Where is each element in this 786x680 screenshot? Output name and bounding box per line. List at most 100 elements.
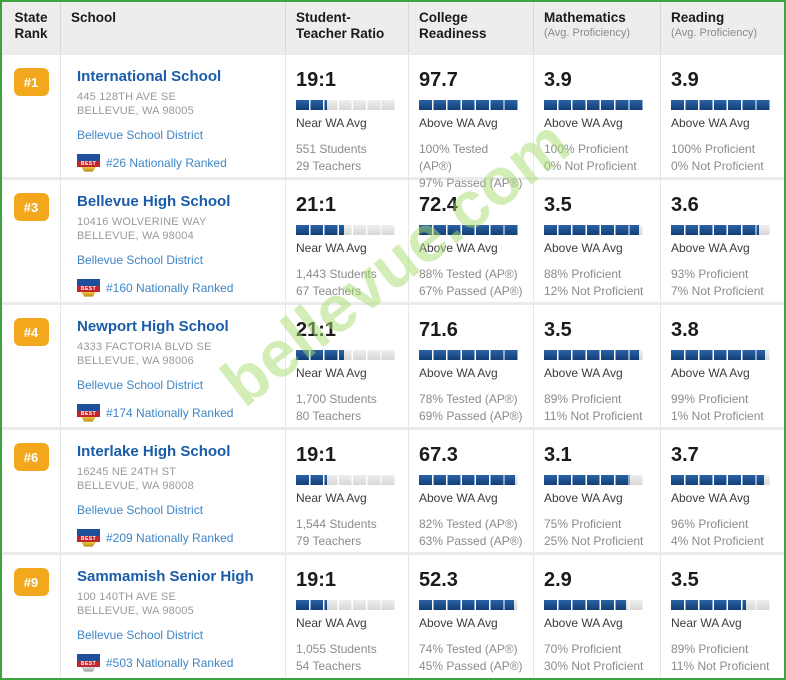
college-readiness-bar-segments xyxy=(419,100,519,110)
best-badge-top xyxy=(77,653,100,661)
student-teacher-ratio-cell: 19:1 Near WA Avg 1,544 Students 79 Teach… xyxy=(285,430,408,552)
table-body: #1 International School 445 128TH AVE SE… xyxy=(2,52,784,677)
reading-cell: 3.8 Above WA Avg 99% Proficient 1% Not P… xyxy=(660,305,784,427)
district-link[interactable]: Bellevue School District xyxy=(77,252,204,267)
reading-bar xyxy=(671,600,771,610)
reading-bar-segments xyxy=(671,350,771,360)
best-badge-icon: BEST xyxy=(77,278,100,297)
rank-cell: #1 xyxy=(2,55,60,192)
state-rank-badge: #6 xyxy=(13,443,49,471)
college-readiness-details: 100% Tested (AP®) 97% Passed (AP®) xyxy=(419,141,523,192)
ratio-bar-segments xyxy=(296,350,396,360)
reading-bar xyxy=(671,100,771,110)
reading-not-proficient-percent: 11% Not Proficient xyxy=(671,659,770,673)
math-not-proficient-percent: 25% Not Proficient xyxy=(544,534,644,548)
reading-bar-segments xyxy=(671,600,771,610)
table-row: #3 Bellevue High School 10416 WOLVERINE … xyxy=(2,177,784,302)
ratio-bar-segments xyxy=(296,100,396,110)
college-readiness-details: 74% Tested (AP®) 45% Passed (AP®) xyxy=(419,641,523,675)
district-link[interactable]: Bellevue School District xyxy=(77,377,204,392)
college-readiness-details: 78% Tested (AP®) 69% Passed (AP®) xyxy=(419,391,523,425)
reading-bar-segments xyxy=(671,100,771,110)
ratio-bar xyxy=(296,350,396,360)
district-link[interactable]: Bellevue School District xyxy=(77,502,204,517)
math-proficient-percent: 100% Proficient xyxy=(544,142,629,156)
reading-comparison-label: Above WA Avg xyxy=(671,491,750,505)
ap-passed-percent: 67% Passed (AP®) xyxy=(419,284,523,298)
math-bar xyxy=(544,225,644,235)
college-readiness-cell: 52.3 Above WA Avg 74% Tested (AP®) 45% P… xyxy=(408,555,533,677)
address-line1: 100 140TH AVE SE xyxy=(77,591,176,603)
ratio-bar-segments xyxy=(296,225,396,235)
national-rank-link[interactable]: BEST #26 Nationally Ranked xyxy=(77,153,277,172)
district-link[interactable]: Bellevue School District xyxy=(77,127,204,142)
best-badge-top xyxy=(77,278,100,286)
math-bar xyxy=(544,475,644,485)
ap-tested-percent: 82% Tested (AP®) xyxy=(419,517,518,531)
national-rank-link[interactable]: BEST #174 Nationally Ranked xyxy=(77,403,277,422)
school-name-link[interactable]: Sammamish Senior High xyxy=(77,568,254,585)
teachers-count: 79 Teachers xyxy=(296,534,362,548)
table-row: #6 Interlake High School 16245 NE 24TH S… xyxy=(2,427,784,552)
school-name-link[interactable]: Bellevue High School xyxy=(77,193,231,210)
college-readiness-bar xyxy=(419,225,519,235)
school-name-link[interactable]: Interlake High School xyxy=(77,443,231,460)
reading-cell: 3.7 Above WA Avg 96% Proficient 4% Not P… xyxy=(660,430,784,552)
students-count: 1,544 Students xyxy=(296,517,377,531)
ap-tested-percent: 100% Tested (AP®) xyxy=(419,142,489,173)
school-name-link[interactable]: International School xyxy=(77,68,222,85)
reading-value: 3.8 xyxy=(671,319,699,341)
ratio-comparison-label: Near WA Avg xyxy=(296,616,367,630)
math-bar-segments xyxy=(544,100,644,110)
rank-cell: #6 xyxy=(2,430,60,552)
national-rank-label: #26 Nationally Ranked xyxy=(106,155,227,170)
college-readiness-comparison-label: Above WA Avg xyxy=(419,616,498,630)
address-line1: 445 128TH AVE SE xyxy=(77,91,176,103)
college-readiness-comparison-label: Above WA Avg xyxy=(419,241,498,255)
math-proficient-percent: 75% Proficient xyxy=(544,517,622,531)
national-rank-link[interactable]: BEST #503 Nationally Ranked xyxy=(77,653,277,672)
college-readiness-details: 88% Tested (AP®) 67% Passed (AP®) xyxy=(419,266,523,300)
ap-passed-percent: 45% Passed (AP®) xyxy=(419,659,523,673)
national-rank-link[interactable]: BEST #209 Nationally Ranked xyxy=(77,528,277,547)
best-badge-top xyxy=(77,403,100,411)
math-value: 2.9 xyxy=(544,569,572,591)
address-line2: BELLEVUE, WA 98006 xyxy=(77,355,194,368)
best-badge-label: BEST xyxy=(77,285,100,292)
math-bar-segments xyxy=(544,600,644,610)
math-comparison-label: Above WA Avg xyxy=(544,616,623,630)
reading-value: 3.9 xyxy=(671,69,699,91)
college-readiness-cell: 72.4 Above WA Avg 88% Tested (AP®) 67% P… xyxy=(408,180,533,302)
school-cell: Interlake High School 16245 NE 24TH ST B… xyxy=(60,430,285,552)
math-bar-segments xyxy=(544,475,644,485)
national-rank-label: #503 Nationally Ranked xyxy=(106,655,234,670)
national-rank-link[interactable]: BEST #160 Nationally Ranked xyxy=(77,278,277,297)
best-badge-shield xyxy=(81,166,96,172)
reading-bar-segments xyxy=(671,475,771,485)
best-badge-label: BEST xyxy=(77,160,100,167)
school-name-link[interactable]: Newport High School xyxy=(77,318,229,335)
best-badge-icon: BEST xyxy=(77,528,100,547)
address-line1: 4333 FACTORIA BLVD SE xyxy=(77,341,212,353)
math-not-proficient-percent: 30% Not Proficient xyxy=(544,659,644,673)
teachers-count: 67 Teachers xyxy=(296,284,362,298)
math-not-proficient-percent: 11% Not Proficient xyxy=(544,409,643,423)
college-readiness-value: 71.6 xyxy=(419,319,458,341)
mathematics-cell: 2.9 Above WA Avg 70% Proficient 30% Not … xyxy=(533,555,660,677)
math-comparison-label: Above WA Avg xyxy=(544,491,623,505)
ratio-value: 19:1 xyxy=(296,444,337,466)
math-bar xyxy=(544,600,644,610)
state-rank-badge: #4 xyxy=(13,318,49,346)
address-line2: BELLEVUE, WA 98005 xyxy=(77,105,194,118)
header-school: School xyxy=(60,2,285,52)
students-count: 1,055 Students xyxy=(296,642,377,656)
best-badge-shield xyxy=(81,416,96,422)
school-cell: Newport High School 4333 FACTORIA BLVD S… xyxy=(60,305,285,427)
teachers-count: 29 Teachers xyxy=(296,159,362,173)
reading-cell: 3.5 Near WA Avg 89% Proficient 11% Not P… xyxy=(660,555,784,677)
district-link[interactable]: Bellevue School District xyxy=(77,627,204,642)
math-comparison-label: Above WA Avg xyxy=(544,241,623,255)
teachers-count: 54 Teachers xyxy=(296,659,362,673)
address-line2: BELLEVUE, WA 98008 xyxy=(77,480,194,493)
national-rank-label: #209 Nationally Ranked xyxy=(106,530,234,545)
